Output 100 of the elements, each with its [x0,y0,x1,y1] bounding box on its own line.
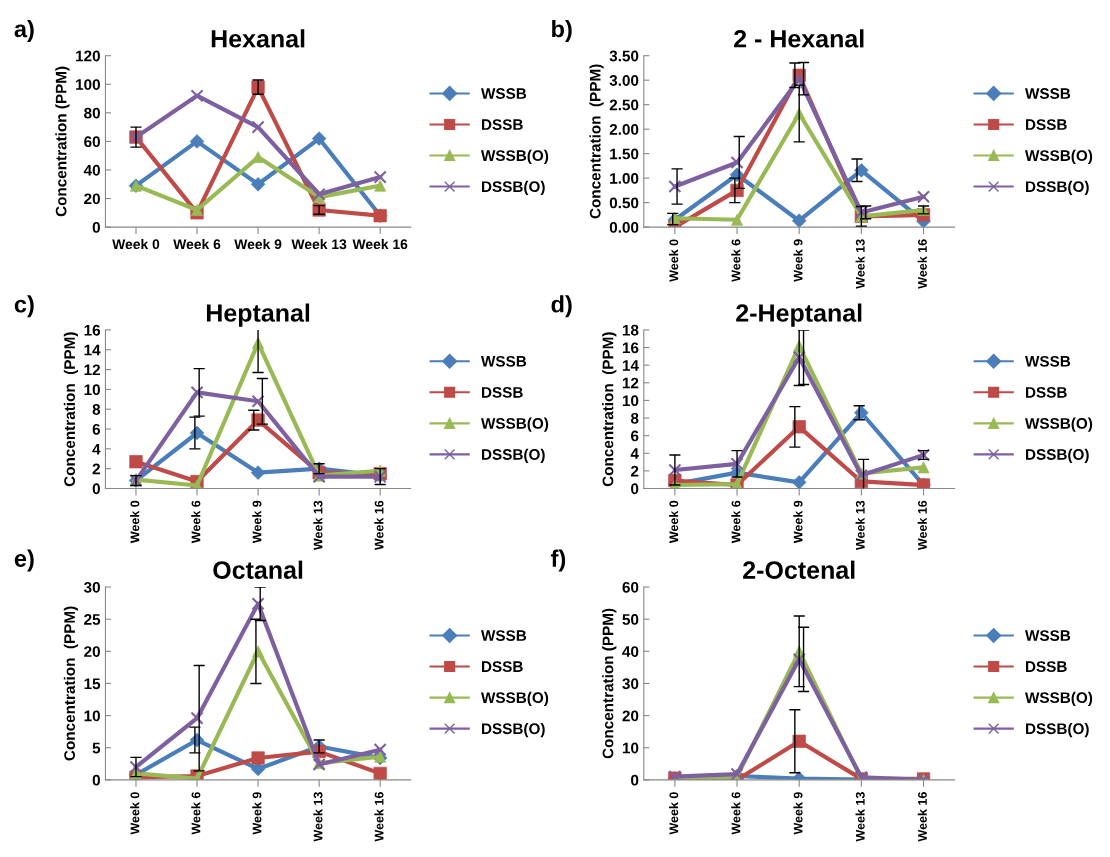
y-tick-label: 10 [622,395,639,407]
legend-label: DSSB [481,119,523,130]
y-tick-label: 0 [631,774,639,786]
y-axis-title: Concentration (PPM) [602,608,617,759]
x-tick-label: Week 0 [130,500,140,544]
x-tick-label: Week 13 [855,792,865,842]
legend-label: WSSB(O) [480,691,549,707]
y-tick-label: 0.50 [609,197,639,209]
legend-label: WSSB [1025,88,1071,99]
legend-label: DSSB [1026,661,1067,673]
legend-label: WSSB [480,88,527,99]
y-tick-label: 1.50 [610,148,639,160]
legend-label: WSSB(O) [480,417,549,432]
y-tick-label: 60 [622,581,639,593]
y-tick-label: 0 [92,221,100,233]
text: e) [14,549,34,572]
y-tick-label: 30 [83,581,100,593]
legend-label: WSSB [480,630,527,641]
y-tick-label: 0 [92,483,100,495]
y-axis-title: Concentration (PPM) [63,332,79,487]
y-tick-label: 40 [83,164,100,176]
chart-title: 2-Heptanal [736,303,862,327]
y-tick-label: 20 [84,193,100,205]
text: d) [551,295,572,318]
x-tick-label: Week 16 [917,500,927,551]
y-tick-label: 6 [92,423,101,435]
text: c) [14,295,34,318]
x-tick-label: Week 6 [191,500,201,544]
y-tick-label: 16 [84,324,101,336]
y-axis-title: Concentration (PPM) [589,64,604,219]
y-tick-label: 12 [84,364,100,376]
x-tick-label: Week 13 [313,500,323,551]
chart-title: 2 - Hexanal [734,29,864,48]
x-tick-label: Week 13 [855,500,865,551]
y-tick-label: 10 [622,742,639,754]
y-tick-label: 2.50 [609,99,639,111]
legend-label: DSSB [1026,386,1067,398]
y-tick-label: 14 [622,360,639,371]
y-tick-label: 2 [92,463,100,475]
legend-label: WSSB(O) [1025,417,1093,432]
legend-label: DSSB(O) [1026,722,1089,738]
y-tick-label: 20 [84,646,100,658]
legend-label: DSSB(O) [1026,180,1089,196]
legend-label: WSSB [1025,630,1071,641]
x-tick-label: Week 0 [669,239,679,282]
y-tick-label: 100 [76,79,100,90]
y-tick-label: 40 [622,646,639,658]
y-tick-label: 0 [631,483,639,495]
text: f) [550,549,566,572]
x-tick-label: Week 0 [669,500,679,544]
y-tick-label: 15 [84,678,101,690]
x-tick-label: Week 6 [731,239,741,282]
y-tick-label: 1.00 [610,173,639,184]
x-tick-label: Week 6 [191,792,201,835]
x-tick-label: Week 6 [731,792,741,835]
y-tick-label: 80 [84,107,100,119]
y-tick-label: 2.00 [609,124,639,135]
y-axis-title: Concentration (PPM) [55,66,70,217]
y-tick-label: 14 [84,344,101,356]
x-tick-label: Week 16 [374,500,384,551]
chart-title: 2-Octenal [743,560,855,579]
y-tick-label: 0 [92,774,100,786]
legend-label: WSSB(O) [480,149,549,165]
chart-title: Hexanal [211,29,305,48]
y-tick-label: 12 [622,377,639,389]
y-tick-label: 20 [622,710,639,722]
x-tick-label: Week 9 [793,239,803,282]
x-tick-label: Week 9 [793,500,803,544]
legend-label: DSSB(O) [481,722,545,738]
x-tick-label: Week 0 [130,792,140,835]
x-tick-label: Week 13 [855,239,865,289]
x-tick-label: Week 6 [173,238,221,250]
x-tick-label: Week 6 [731,500,741,544]
y-tick-label: 10 [84,384,100,396]
legend-label: DSSB [481,386,523,398]
x-tick-label: Week 16 [374,792,384,842]
y-tick-label: 18 [622,324,639,336]
legend-label: DSSB [1026,119,1067,130]
y-axis-title: Concentration (PPM) [602,332,617,487]
y-tick-label: 4 [630,448,639,459]
y-tick-label: 10 [84,710,100,722]
chart-title: Heptanal [206,303,310,327]
text: b) [552,19,572,42]
legend-label: DSSB(O) [1026,448,1089,463]
legend-label: WSSB [480,355,527,367]
x-tick-label: Week 0 [669,792,679,835]
y-tick-label: 0.00 [609,221,639,233]
y-tick-label: 60 [84,136,100,148]
x-tick-label: Week 16 [352,238,408,250]
legend-label: DSSB(O) [481,448,545,463]
y-tick-label: 120 [76,50,100,62]
legend-label: WSSB [1025,355,1071,367]
x-tick-label: Week 9 [793,792,803,835]
y-axis-title: Concentration (PPM) [63,606,79,761]
y-tick-label: 8 [92,404,101,415]
legend-label: DSSB(O) [481,180,545,196]
y-tick-label: 8 [630,412,639,424]
x-tick-label: Week 9 [252,792,262,835]
y-tick-label: 3.00 [609,75,639,86]
y-tick-label: 25 [84,614,101,625]
